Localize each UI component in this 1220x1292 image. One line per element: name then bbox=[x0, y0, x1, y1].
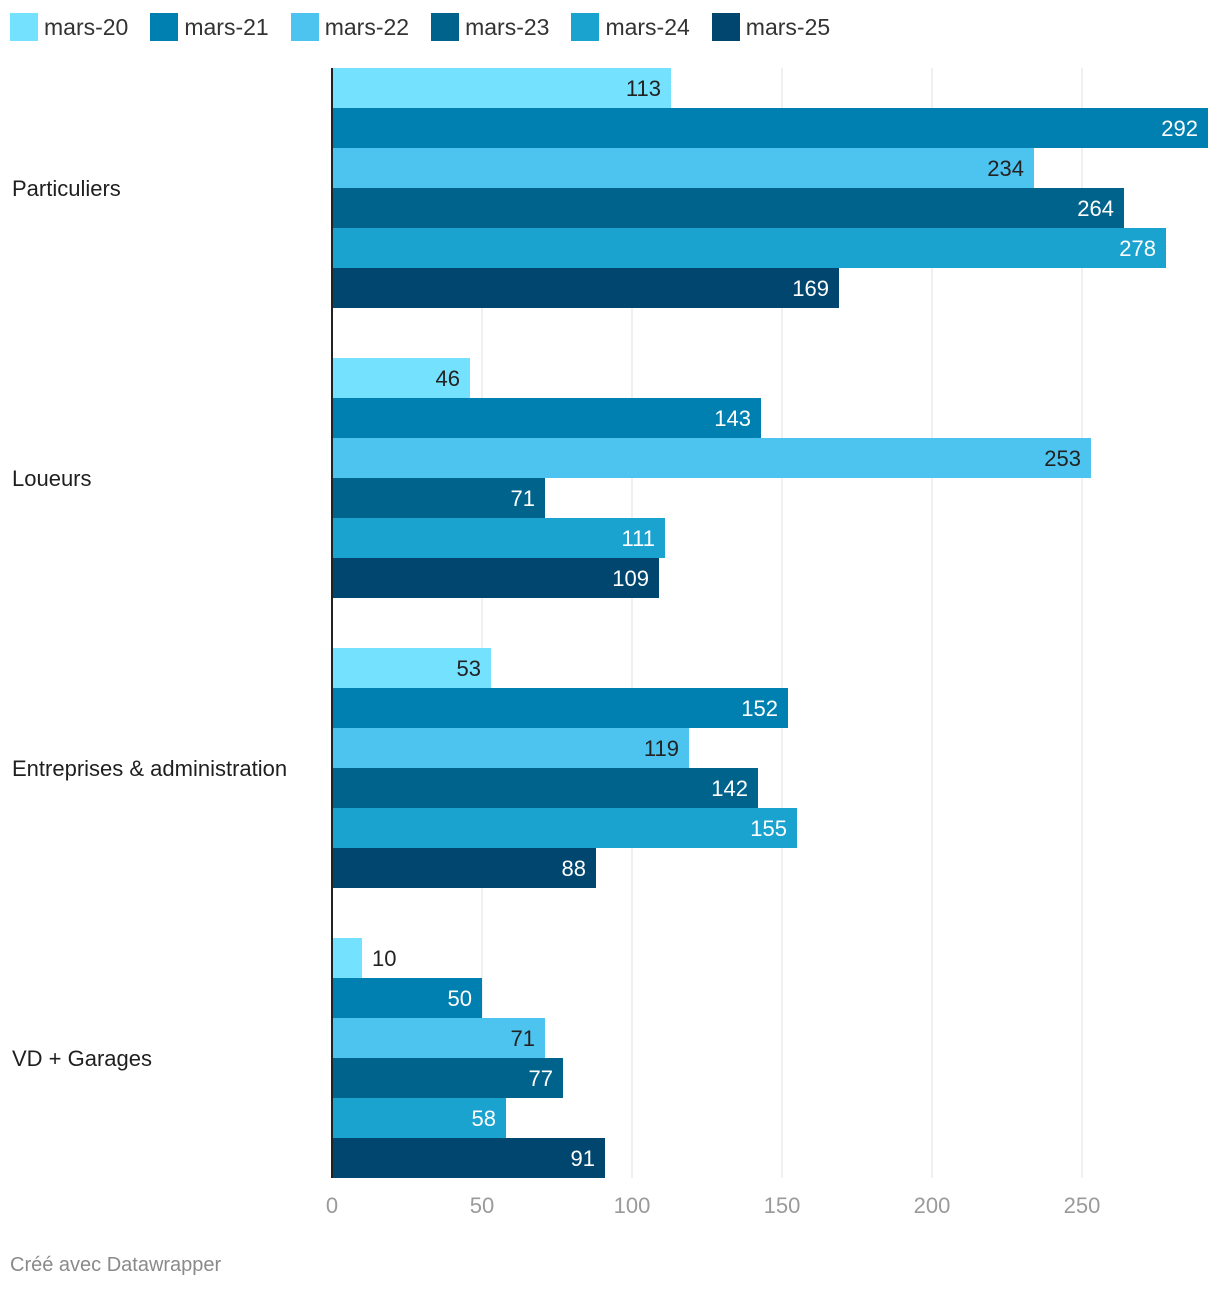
legend-label: mars-22 bbox=[324, 13, 410, 40]
value-label: 50 bbox=[448, 986, 472, 1011]
bar-mars-25 bbox=[332, 1138, 605, 1178]
x-tick-label: 50 bbox=[470, 1193, 494, 1218]
legend-label: mars-23 bbox=[465, 13, 550, 40]
value-label: 58 bbox=[472, 1106, 496, 1131]
x-axis-ticks: 0 50 100 150 200 250 bbox=[326, 1193, 1100, 1218]
bar-mars-24 bbox=[332, 228, 1166, 268]
category-label: Particuliers bbox=[12, 176, 121, 201]
value-label: 119 bbox=[644, 736, 679, 761]
value-label: 88 bbox=[562, 856, 586, 881]
bar-mars-20 bbox=[332, 358, 470, 398]
bar-mars-22 bbox=[332, 438, 1091, 478]
legend-label: mars-24 bbox=[605, 13, 690, 40]
bar-mars-22 bbox=[332, 728, 689, 768]
value-label: 155 bbox=[750, 816, 787, 841]
value-label: 142 bbox=[711, 776, 748, 801]
legend-swatch bbox=[10, 13, 38, 41]
bar-mars-25 bbox=[332, 268, 839, 308]
x-tick-label: 150 bbox=[764, 1193, 801, 1218]
legend-label: mars-21 bbox=[184, 13, 269, 40]
x-tick-label: 250 bbox=[1064, 1193, 1101, 1218]
value-label: 10 bbox=[372, 946, 396, 971]
bar-mars-23 bbox=[332, 478, 545, 518]
legend-swatch bbox=[150, 13, 179, 41]
category-labels: Particuliers Loueurs Entreprises & adminis… bbox=[12, 176, 287, 1071]
legend-item-mars-22: mars-22 bbox=[290, 13, 410, 41]
credit-text: Créé avec Datawrapper bbox=[10, 1254, 222, 1276]
value-label: 264 bbox=[1077, 196, 1114, 221]
bars bbox=[332, 68, 1208, 1178]
legend-item-mars-25: mars-25 bbox=[711, 13, 831, 41]
value-label: 111 bbox=[622, 526, 655, 551]
value-label: 77 bbox=[529, 1066, 553, 1091]
legend-swatch bbox=[290, 13, 319, 41]
bar-mars-23 bbox=[332, 188, 1124, 228]
legend-swatch bbox=[431, 13, 460, 41]
bar-mars-25 bbox=[332, 558, 659, 598]
value-label: 46 bbox=[436, 366, 460, 391]
category-label: VD + Garages bbox=[12, 1046, 152, 1071]
value-label: 109 bbox=[612, 566, 649, 591]
legend-label: mars-25 bbox=[745, 13, 831, 40]
legend-item-mars-20: mars-20 bbox=[10, 13, 128, 41]
value-label: 234 bbox=[987, 156, 1024, 181]
legend-swatch bbox=[571, 13, 600, 41]
bar-mars-21 bbox=[332, 688, 788, 728]
category-label: Loueurs bbox=[12, 466, 92, 491]
value-label: 91 bbox=[571, 1146, 595, 1171]
value-label: 71 bbox=[511, 1026, 535, 1051]
legend-item-mars-23: mars-23 bbox=[431, 13, 549, 41]
bar-mars-21 bbox=[332, 108, 1208, 148]
value-label: 278 bbox=[1119, 236, 1156, 261]
value-label: 71 bbox=[511, 486, 535, 511]
bar-mars-25 bbox=[332, 848, 596, 888]
x-tick-label: 0 bbox=[326, 1193, 338, 1218]
bar-mars-20 bbox=[332, 68, 671, 108]
bar-mars-23 bbox=[332, 1058, 563, 1098]
legend-label: mars-20 bbox=[44, 13, 129, 40]
value-label: 113 bbox=[626, 76, 661, 101]
value-label: 143 bbox=[714, 406, 751, 431]
legend-swatch bbox=[711, 13, 740, 41]
legend-item-mars-24: mars-24 bbox=[571, 13, 690, 41]
chart-legend: mars-20 mars-21 mars-22 mars-23 mars-24 mars-… bbox=[10, 10, 852, 44]
bar-mars-21 bbox=[332, 978, 482, 1018]
category-label: Entreprises & administration bbox=[12, 756, 287, 781]
value-label: 169 bbox=[792, 276, 829, 301]
value-label: 292 bbox=[1161, 116, 1198, 141]
bar-mars-22 bbox=[332, 148, 1034, 188]
bar-mars-24 bbox=[332, 808, 797, 848]
bar-mars-24 bbox=[332, 1098, 506, 1138]
x-tick-label: 100 bbox=[614, 1193, 651, 1218]
bar-mars-20 bbox=[332, 938, 362, 978]
value-label: 253 bbox=[1044, 446, 1081, 471]
bar-mars-22 bbox=[332, 1018, 545, 1058]
bar-mars-24 bbox=[332, 518, 665, 558]
bar-mars-20 bbox=[332, 648, 491, 688]
value-label: 152 bbox=[741, 696, 778, 721]
value-label: 53 bbox=[457, 656, 481, 681]
x-tick-label: 200 bbox=[914, 1193, 951, 1218]
legend-item-mars-21: mars-21 bbox=[150, 13, 269, 41]
bar-mars-21 bbox=[332, 398, 761, 438]
bar-mars-23 bbox=[332, 768, 758, 808]
